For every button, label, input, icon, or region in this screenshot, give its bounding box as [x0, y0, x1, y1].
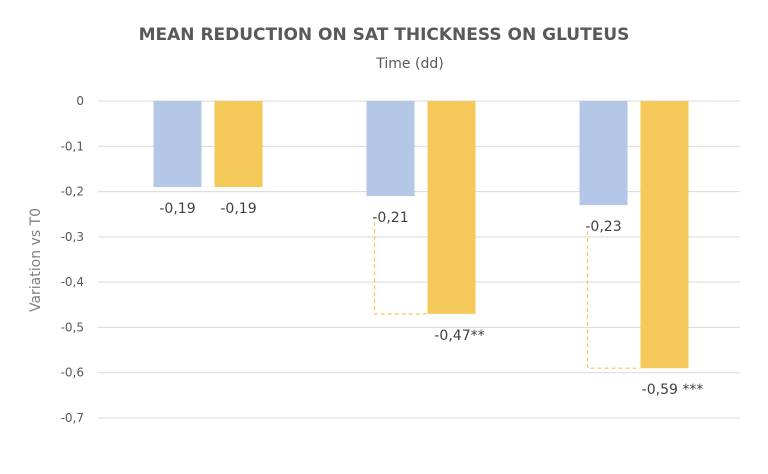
bar [366, 101, 415, 197]
data-label: -0,21 [372, 210, 408, 226]
data-label: -0,19 [220, 201, 256, 217]
bar [214, 101, 263, 188]
significance-bracket [586, 231, 641, 369]
y-tick-label: -0,6 [61, 366, 84, 380]
gridlines [98, 100, 740, 419]
chart-subtitle: Time (dd) [375, 56, 443, 72]
bars [153, 101, 689, 369]
y-tick-label: -0,3 [61, 230, 84, 244]
y-tick-label: 0 [76, 94, 84, 108]
data-label: -0,23 [585, 219, 621, 235]
data-label: -0,19 [159, 201, 195, 217]
chart-title: MEAN REDUCTION ON SAT THICKNESS ON GLUTE… [139, 25, 630, 45]
significance-brackets [373, 222, 641, 369]
y-tick-label: -0,2 [61, 185, 84, 199]
data-label: -0,47** [434, 328, 484, 344]
y-tick-labels: 0 -0,1 -0,2 -0,3 -0,4 -0,5 -0,6 -0,7 [61, 94, 84, 425]
y-tick-label: -0,4 [61, 275, 84, 289]
bar [579, 101, 628, 206]
bar [427, 101, 476, 314]
y-axis-label: Variation vs T0 [28, 208, 44, 312]
y-tick-label: -0,1 [61, 139, 84, 153]
bar [153, 101, 202, 188]
y-tick-label: -0,7 [61, 411, 84, 425]
data-label: -0,59 *** [642, 382, 704, 398]
data-labels: -0,19 -0,21 -0,23 -0,19 -0,47** -0,59 *** [159, 201, 703, 398]
y-tick-label: -0,5 [61, 320, 84, 334]
bar [640, 101, 689, 369]
significance-bracket [373, 222, 428, 315]
